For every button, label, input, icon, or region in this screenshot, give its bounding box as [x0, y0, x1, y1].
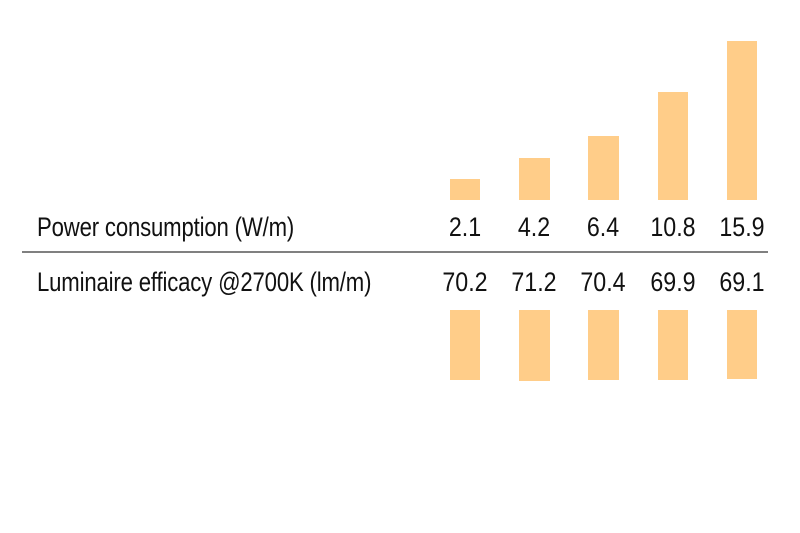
- power-value-5: 15.9: [719, 212, 765, 242]
- efficacy-value-5: 69.1: [719, 267, 765, 297]
- efficacy-bar-3: [588, 310, 619, 380]
- efficacy-bar-2: [519, 310, 550, 381]
- power-bar-4: [658, 92, 688, 200]
- efficacy-value-1: 70.2: [442, 267, 488, 297]
- power-row-label: Power consumption (W/m): [37, 212, 295, 242]
- efficacy-bar-4: [658, 310, 688, 380]
- power-bar-3: [588, 136, 619, 200]
- power-value-3: 6.4: [586, 212, 620, 242]
- power-bar-5: [727, 41, 757, 200]
- power-value-2: 4.2: [517, 212, 551, 242]
- row-divider: [22, 251, 768, 253]
- power-value-1: 2.1: [448, 212, 482, 242]
- efficacy-value-2: 71.2: [511, 267, 557, 297]
- efficacy-value-3: 70.4: [580, 267, 626, 297]
- power-bar-1: [450, 179, 480, 200]
- efficacy-bar-5: [727, 310, 757, 379]
- efficacy-bar-1: [450, 310, 480, 380]
- power-bar-2: [519, 158, 550, 200]
- efficacy-row-label: Luminaire efficacy @2700K (lm/m): [37, 267, 372, 297]
- power-value-4: 10.8: [650, 212, 696, 242]
- efficacy-value-4: 69.9: [650, 267, 696, 297]
